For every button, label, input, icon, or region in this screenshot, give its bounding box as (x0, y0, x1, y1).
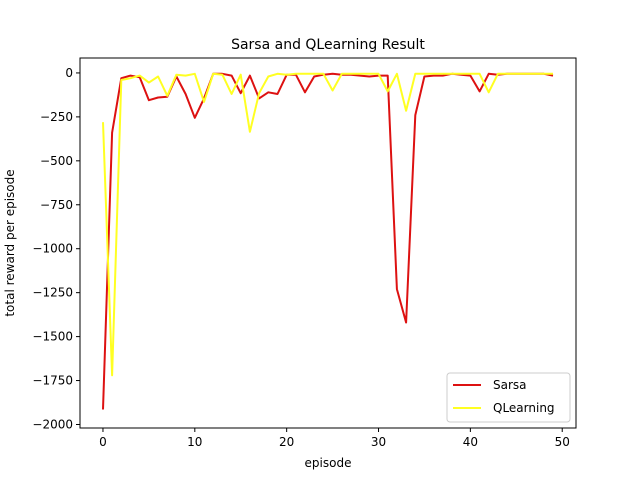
y-tick-label: −500 (40, 154, 73, 168)
x-tick-label: 40 (463, 435, 478, 449)
y-tick-label: 0 (65, 66, 73, 80)
x-axis-label: episode (305, 456, 352, 470)
series-line-sarsa (102, 72, 554, 410)
y-tick-label: −1000 (32, 242, 73, 256)
y-tick-label: −2000 (32, 417, 73, 431)
chart-title: Sarsa and QLearning Result (231, 37, 425, 53)
x-tick-label: 20 (279, 435, 294, 449)
x-tick-label: 30 (371, 435, 386, 449)
x-tick-label: 0 (99, 435, 107, 449)
legend-qlearning-label: QLearning (493, 401, 555, 415)
x-tick-label: 10 (187, 435, 202, 449)
y-tick-label: −750 (40, 198, 73, 212)
y-tick-label: −1250 (32, 286, 73, 300)
x-tick-label: 50 (555, 435, 570, 449)
series-lines (102, 72, 554, 410)
legend: Sarsa QLearning (446, 372, 571, 423)
x-axis-ticks: 0 10 20 30 40 50 (99, 428, 570, 449)
y-axis-label: total reward per episode (3, 169, 17, 316)
series-line-qlearning (102, 72, 553, 377)
y-tick-label: −1500 (32, 330, 73, 344)
plot-frame (79, 57, 577, 429)
legend-sarsa-label: Sarsa (493, 378, 527, 392)
y-tick-label: −250 (40, 110, 73, 124)
y-axis-ticks: 0 −250 −500 −750 −1000 −1250 −1500 −1750 −2000 (32, 66, 80, 431)
y-tick-label: −1750 (32, 374, 73, 388)
